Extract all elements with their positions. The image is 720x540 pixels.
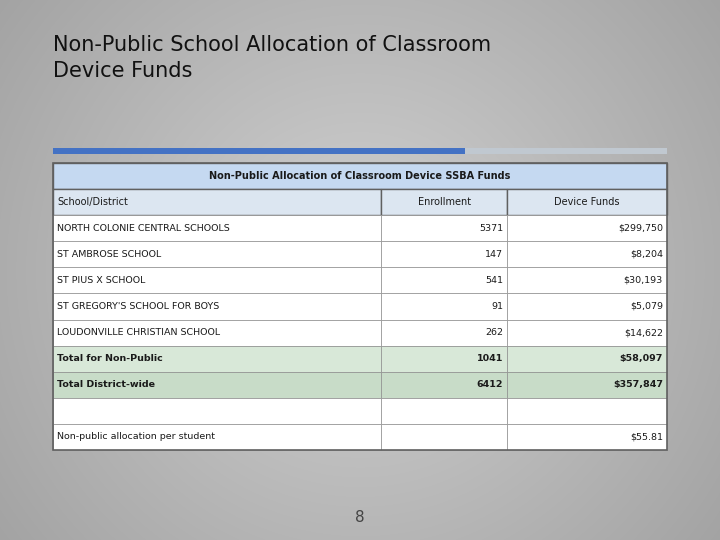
Bar xyxy=(508,372,667,398)
Bar xyxy=(53,372,382,398)
Bar xyxy=(382,267,508,293)
Text: Total for Non-Public: Total for Non-Public xyxy=(57,354,163,363)
Text: ST AMBROSE SCHOOL: ST AMBROSE SCHOOL xyxy=(57,250,161,259)
Bar xyxy=(508,424,667,450)
Bar xyxy=(53,189,382,215)
Bar xyxy=(53,163,667,450)
Bar xyxy=(53,148,465,154)
Bar xyxy=(508,398,667,424)
Bar xyxy=(382,320,508,346)
Bar xyxy=(508,215,667,241)
Text: LOUDONVILLE CHRISTIAN SCHOOL: LOUDONVILLE CHRISTIAN SCHOOL xyxy=(57,328,220,337)
Text: 541: 541 xyxy=(485,276,503,285)
Bar xyxy=(508,189,667,215)
Text: $8,204: $8,204 xyxy=(630,250,663,259)
Text: 147: 147 xyxy=(485,250,503,259)
Text: $299,750: $299,750 xyxy=(618,224,663,233)
Text: $357,847: $357,847 xyxy=(613,380,663,389)
Bar xyxy=(382,293,508,320)
Bar xyxy=(53,424,382,450)
Bar xyxy=(53,163,667,189)
Text: Device Funds: Device Funds xyxy=(554,197,620,207)
Bar xyxy=(508,346,667,372)
Text: Non-Public Allocation of Classroom Device SSBA Funds: Non-Public Allocation of Classroom Devic… xyxy=(210,171,510,181)
Text: $55.81: $55.81 xyxy=(630,433,663,442)
Text: 91: 91 xyxy=(491,302,503,311)
Text: 5371: 5371 xyxy=(480,224,503,233)
Text: School/District: School/District xyxy=(57,197,128,207)
Text: 1041: 1041 xyxy=(477,354,503,363)
Text: $14,622: $14,622 xyxy=(624,328,663,337)
Text: ST PIUS X SCHOOL: ST PIUS X SCHOOL xyxy=(57,276,145,285)
Bar xyxy=(382,215,508,241)
Bar xyxy=(465,148,667,154)
Text: 262: 262 xyxy=(485,328,503,337)
Bar xyxy=(53,293,382,320)
Bar xyxy=(53,267,382,293)
Bar xyxy=(382,398,508,424)
Bar xyxy=(508,293,667,320)
Bar xyxy=(508,320,667,346)
Bar xyxy=(53,398,382,424)
Text: $30,193: $30,193 xyxy=(624,276,663,285)
Text: $5,079: $5,079 xyxy=(630,302,663,311)
Bar xyxy=(382,346,508,372)
Bar xyxy=(53,320,382,346)
Text: 6412: 6412 xyxy=(477,380,503,389)
Bar xyxy=(382,241,508,267)
Bar xyxy=(53,215,382,241)
Text: Non-public allocation per student: Non-public allocation per student xyxy=(57,433,215,442)
Bar xyxy=(382,372,508,398)
Text: Total District-wide: Total District-wide xyxy=(57,380,155,389)
Text: $58,097: $58,097 xyxy=(620,354,663,363)
Bar xyxy=(508,241,667,267)
Bar xyxy=(382,189,508,215)
Text: 8: 8 xyxy=(355,510,365,525)
Bar xyxy=(53,241,382,267)
Bar xyxy=(382,424,508,450)
Text: Non-Public School Allocation of Classroom
Device Funds: Non-Public School Allocation of Classroo… xyxy=(53,35,491,80)
Text: NORTH COLONIE CENTRAL SCHOOLS: NORTH COLONIE CENTRAL SCHOOLS xyxy=(57,224,230,233)
Bar xyxy=(53,346,382,372)
Text: Enrollment: Enrollment xyxy=(418,197,471,207)
Bar xyxy=(508,267,667,293)
Text: ST GREGORY'S SCHOOL FOR BOYS: ST GREGORY'S SCHOOL FOR BOYS xyxy=(57,302,220,311)
